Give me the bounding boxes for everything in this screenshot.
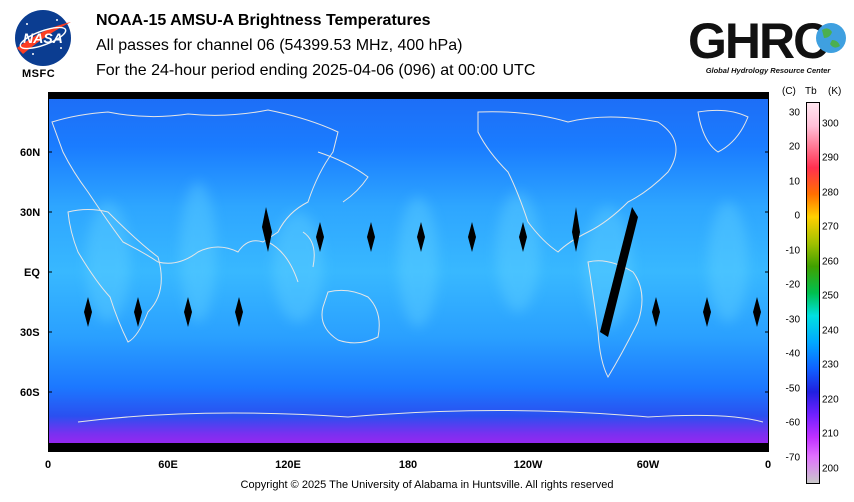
- colorbar: [806, 102, 820, 484]
- colorbar-tick-c: -20: [785, 279, 800, 291]
- lon-label-180: 180: [398, 459, 418, 471]
- lon-label-120e: 120E: [275, 459, 301, 471]
- colorbar-tick-c: 30: [788, 107, 800, 119]
- lat-label-30s: 30S: [20, 327, 40, 339]
- lon-label-60w: 60W: [636, 459, 660, 471]
- colorbar-tick-k: 200: [822, 463, 839, 475]
- colorbar-tick-c: 20: [788, 141, 800, 153]
- channel-subtitle: All passes for channel 06 (54399.53 MHz,…: [96, 37, 463, 54]
- colorbar-tick-k: 270: [822, 221, 839, 233]
- colorbar-tick-k: 220: [822, 394, 839, 406]
- colorbar-tick-k: 290: [822, 152, 839, 164]
- colorbar-tick-k: 260: [822, 256, 839, 268]
- copyright-notice: Copyright © 2025 The University of Alaba…: [240, 479, 614, 491]
- colorbar-header-celsius: (C): [782, 86, 796, 97]
- colorbar-header-tb: Tb: [805, 86, 817, 97]
- colorbar-tick-c: 0: [794, 210, 800, 222]
- page-title: NOAA-15 AMSU-A Brightness Temperatures: [96, 12, 431, 29]
- lat-label-30n: 30N: [20, 207, 41, 219]
- colorbar-header-kelvin: (K): [828, 86, 842, 97]
- lon-label-0-left: 0: [44, 459, 52, 471]
- ghrc-logo-text: GHRC: [688, 13, 828, 69]
- nasa-logo-text: NASA: [23, 30, 63, 46]
- colorbar-tick-k: 280: [822, 187, 839, 199]
- ghrc-caption: Global Hydrology Resource Center: [706, 66, 832, 75]
- period-subtitle: For the 24-hour period ending 2025-04-06…: [96, 62, 536, 79]
- colorbar-tick-c: -40: [785, 348, 800, 360]
- colorbar-tick-c: -60: [785, 417, 800, 429]
- colorbar-tick-k: 210: [822, 428, 839, 440]
- colorbar-tick-k: 240: [822, 325, 839, 337]
- colorbar-tick-c: -30: [785, 314, 800, 326]
- lat-label-eq: EQ: [24, 267, 40, 279]
- lon-label-0-right: 0: [764, 459, 772, 471]
- lat-label-60s: 60S: [20, 387, 40, 399]
- lat-label-60n: 60N: [20, 147, 41, 159]
- brightness-temperature-map: [48, 92, 769, 452]
- lon-label-120w: 120W: [513, 459, 543, 471]
- nasa-logo: NASA: [15, 10, 71, 66]
- lon-label-60e: 60E: [158, 459, 178, 471]
- msfc-caption: MSFC: [22, 68, 56, 80]
- colorbar-tick-c: -70: [785, 452, 800, 464]
- colorbar-tick-k: 250: [822, 290, 839, 302]
- ghrc-logo: GHRC Global Hydrology Resource Center: [688, 13, 846, 75]
- colorbar-tick-c: -50: [785, 383, 800, 395]
- colorbar-tick-c: -10: [785, 245, 800, 257]
- colorbar-tick-k: 230: [822, 359, 839, 371]
- colorbar-tick-k: 300: [822, 118, 839, 130]
- colorbar-tick-c: 10: [788, 176, 800, 188]
